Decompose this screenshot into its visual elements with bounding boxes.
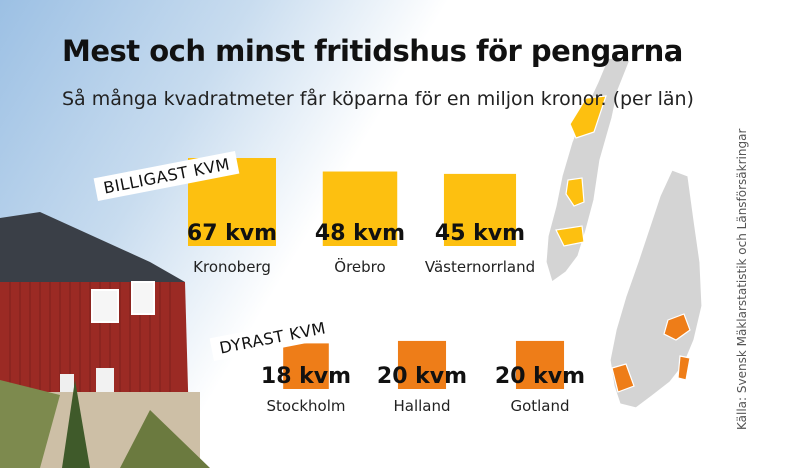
- bar: [283, 343, 329, 389]
- category-label: Gotland: [510, 397, 569, 415]
- chart-title: Mest och minst fritidshus för pengarna: [62, 34, 683, 68]
- chart-subtitle: Så många kvadratmeter får köparna för en…: [62, 88, 694, 110]
- category-label: Västernorrland: [425, 258, 535, 276]
- house-illustration: [0, 212, 210, 468]
- map-shape: [545, 57, 631, 283]
- data-label: 45 kvm: [435, 221, 525, 246]
- region-halland: [611, 363, 635, 393]
- map-shape: [609, 169, 703, 409]
- category-label: Stockholm: [267, 397, 346, 415]
- house-roof: [0, 212, 185, 282]
- map-south: [609, 169, 703, 409]
- category-label: Örebro: [334, 257, 385, 276]
- chart-most-expensive: 18 kvm Stockholm 20 kvm Halland 20 kvm Gotlan…: [261, 340, 585, 415]
- chart-cheapest: 67 kvm Kronoberg 48 kvm Örebro 45 kvm Västern…: [187, 158, 535, 276]
- house-window: [96, 368, 114, 396]
- region-kronoberg: [555, 225, 585, 247]
- bar: [397, 340, 447, 389]
- house-window: [91, 289, 119, 323]
- data-label: 48 kvm: [315, 221, 405, 246]
- shrubs: [0, 380, 60, 468]
- house-window: [131, 281, 155, 315]
- source-note: Källa: Svensk Mäklarstatistik och Länsfö…: [735, 128, 749, 430]
- shrubs: [120, 410, 210, 468]
- region-gotland: [677, 355, 691, 381]
- bar: [515, 340, 565, 389]
- data-label: 20 kvm: [377, 364, 467, 389]
- data-label: 18 kvm: [261, 364, 351, 389]
- map-north: [545, 57, 631, 283]
- bar: [443, 173, 517, 246]
- house-window: [60, 374, 74, 396]
- category-label: Halland: [393, 397, 450, 415]
- bar: [322, 171, 398, 246]
- category-label: Kronoberg: [193, 258, 271, 276]
- data-label: 67 kvm: [187, 221, 277, 246]
- pine-tree: [62, 380, 90, 468]
- region-orebro: [565, 177, 585, 207]
- region-stockholm: [663, 313, 691, 341]
- data-label: 20 kvm: [495, 364, 585, 389]
- region-vasternorrland: [569, 95, 607, 139]
